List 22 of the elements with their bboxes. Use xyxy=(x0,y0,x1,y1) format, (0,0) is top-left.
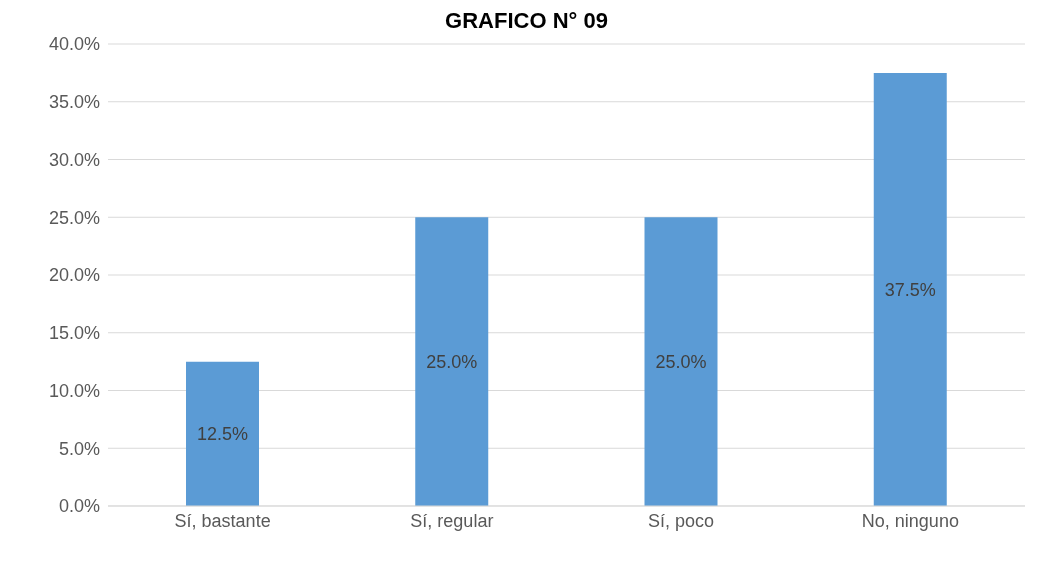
y-tick-label: 30.0% xyxy=(48,149,100,170)
x-tick-label: Sí, regular xyxy=(410,510,494,531)
bar xyxy=(644,217,718,506)
bar xyxy=(415,217,489,506)
data-label: 37.5% xyxy=(884,279,936,300)
y-tick-label: 5.0% xyxy=(58,438,100,459)
data-label: 25.0% xyxy=(426,352,478,373)
y-tick-label: 25.0% xyxy=(48,207,100,228)
x-tick-label: Sí, bastante xyxy=(174,510,271,531)
y-tick-label: 35.0% xyxy=(48,92,100,113)
x-tick-label: Sí, poco xyxy=(648,510,715,531)
data-label: 25.0% xyxy=(655,352,707,373)
y-tick-label: 10.0% xyxy=(48,380,100,401)
bar xyxy=(873,72,947,506)
y-tick-label: 0.0% xyxy=(58,496,100,517)
chart-title: GRAFICO N° 09 xyxy=(444,8,609,35)
bar xyxy=(186,361,259,506)
y-tick-label: 40.0% xyxy=(48,34,100,55)
x-tick-label: No, ninguno xyxy=(861,510,959,531)
y-tick-label: 15.0% xyxy=(48,323,100,344)
data-label: 12.5% xyxy=(196,424,249,445)
y-tick-label: 20.0% xyxy=(48,265,100,286)
